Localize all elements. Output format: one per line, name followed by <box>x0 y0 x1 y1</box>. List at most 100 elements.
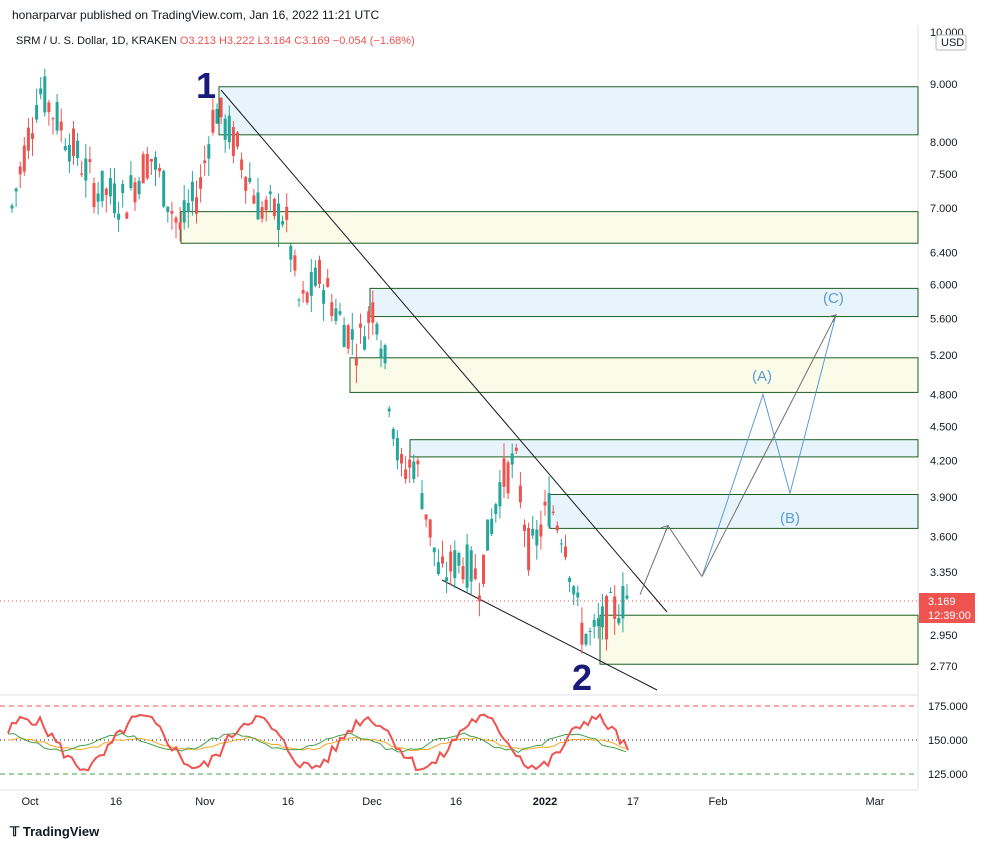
price-tick-label: 6.000 <box>930 279 958 291</box>
price-zone[interactable] <box>349 357 919 393</box>
candle-body <box>199 177 203 189</box>
upper-trendline <box>220 89 668 613</box>
candle-body <box>145 154 149 179</box>
time-axis-label: Dec <box>362 796 382 808</box>
candle-body <box>412 461 416 480</box>
candle-body <box>67 144 71 162</box>
candle-body <box>510 453 514 465</box>
candle-body <box>63 145 67 150</box>
price-tick-label: 7.500 <box>930 169 958 181</box>
projection-path-blue[interactable] <box>701 314 837 577</box>
ohlc-change: −0.054 (−1.68%) <box>332 35 415 47</box>
candle-body <box>584 633 588 645</box>
indicator-pane: 175.000 150.000 125.000 <box>0 701 968 781</box>
candle-body <box>473 568 477 579</box>
candle-body <box>149 158 153 162</box>
projection-path-gray[interactable] <box>639 524 703 595</box>
candle-body <box>39 88 43 95</box>
candle-body <box>568 577 572 582</box>
candle-body <box>379 348 383 358</box>
candle-body <box>108 178 112 197</box>
tradingview-logo[interactable]: 𝕋 TradingView <box>10 824 99 840</box>
candle-body <box>334 308 338 321</box>
candle-body <box>309 271 313 296</box>
candle-body <box>289 245 293 260</box>
candle-body <box>531 528 535 536</box>
candle-body <box>14 188 18 192</box>
symbol-name[interactable]: SRM / U. S. Dollar, 1D, KRAKEN <box>16 35 177 47</box>
price-tick-label: 8.000 <box>930 137 958 149</box>
price-zone[interactable] <box>369 287 919 318</box>
zones-layer <box>180 86 919 665</box>
candle-body <box>465 544 469 588</box>
time-axis-label: Feb <box>709 796 728 808</box>
wave-label-a: (A) <box>752 368 772 385</box>
indicator-axis-label: 125.000 <box>928 769 968 781</box>
candle-body <box>400 454 403 464</box>
candle-body <box>215 108 219 124</box>
candle-body <box>318 259 321 284</box>
candle-body <box>523 524 526 531</box>
price-tick-label: 6.400 <box>930 247 958 259</box>
candle-body <box>359 323 362 328</box>
candle-body <box>26 127 30 151</box>
candle-body <box>92 183 96 208</box>
time-axis-label: 2022 <box>533 796 557 808</box>
publisher-line: honarparvar published on TradingView.com… <box>12 8 380 22</box>
time-axis-label: Mar <box>866 796 885 808</box>
candle-body <box>141 154 145 184</box>
candle-body <box>125 212 129 219</box>
price-zone[interactable] <box>409 439 919 458</box>
price-tick-label: 5.200 <box>930 350 958 362</box>
candle-body <box>22 145 26 172</box>
candle-body <box>539 524 543 537</box>
candle-body <box>436 562 440 575</box>
candle-body <box>186 202 190 212</box>
candle-body <box>166 206 170 212</box>
currency-badge[interactable] <box>935 34 967 51</box>
last-price-badge <box>919 593 975 623</box>
projection-arrow-c[interactable] <box>701 314 837 577</box>
candle-body <box>236 132 239 147</box>
indicator-ma-green <box>7 732 627 754</box>
candle-body <box>268 191 272 195</box>
candle-body <box>494 504 498 515</box>
candle-body <box>59 121 63 131</box>
candle-body <box>613 596 617 619</box>
price-tick-label: 2.770 <box>930 661 958 673</box>
candle-body <box>18 166 22 175</box>
candle-body <box>203 160 207 164</box>
candle-body <box>404 469 408 480</box>
candle-body <box>137 180 141 195</box>
candle-body <box>293 255 297 271</box>
candle-body <box>543 501 547 506</box>
candle-body <box>592 619 596 627</box>
candle-body <box>162 170 166 207</box>
price-zone[interactable] <box>180 211 919 244</box>
price-tick-label: 5.600 <box>930 313 958 325</box>
price-zone[interactable] <box>599 614 919 665</box>
candle-body <box>477 595 481 602</box>
candle-body <box>502 458 506 487</box>
candle-body <box>326 278 330 287</box>
candle-body <box>207 144 211 159</box>
candle-body <box>10 205 14 209</box>
candles-layer <box>10 68 629 654</box>
candle-body <box>518 485 522 503</box>
candle-body <box>387 408 391 412</box>
price-zone[interactable] <box>218 86 919 136</box>
candle-body <box>354 358 358 366</box>
candle-body <box>424 514 428 520</box>
symbol-legend: SRM / U. S. Dollar, 1D, KRAKEN O3.213 H3… <box>16 35 415 47</box>
candle-body <box>580 622 584 645</box>
candle-body <box>527 528 531 571</box>
price-tick-label: 3.600 <box>930 532 958 544</box>
candle-body <box>223 118 227 140</box>
candle-body <box>625 595 629 599</box>
candle-body <box>190 181 194 202</box>
candle-body <box>195 197 198 214</box>
candle-body <box>72 128 75 157</box>
price-zone[interactable] <box>549 493 919 529</box>
candle-body <box>272 198 276 217</box>
